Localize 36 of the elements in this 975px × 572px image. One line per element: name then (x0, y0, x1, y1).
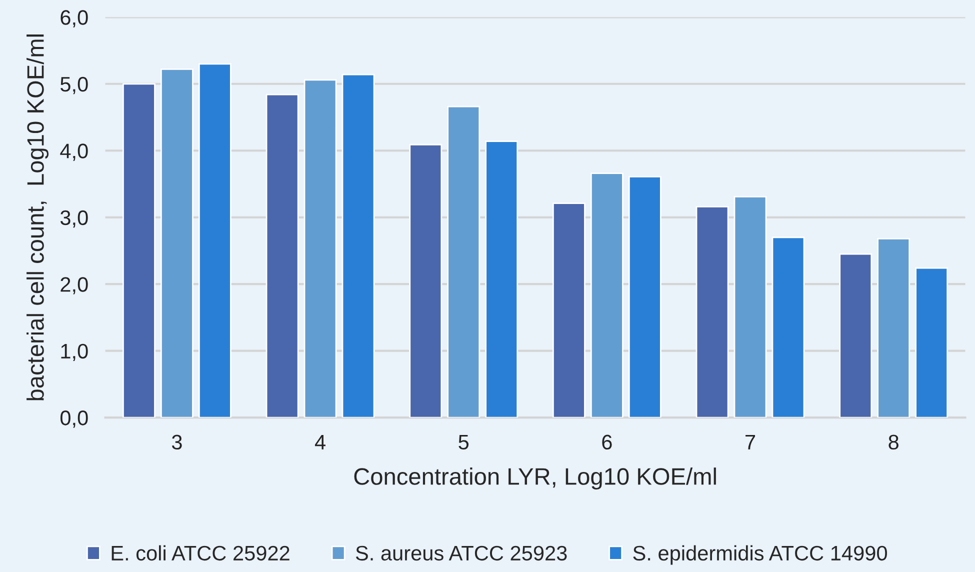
bar (304, 79, 337, 418)
y-tick-label: 1,0 (61, 344, 88, 362)
x-tick-label: 7 (746, 434, 756, 450)
y-tick-label: 4,0 (60, 144, 88, 161)
x-tick-label: 3 (172, 434, 182, 450)
bar (447, 106, 480, 418)
x-tick-label: 5 (458, 434, 469, 450)
bar (552, 202, 586, 418)
bar (485, 140, 518, 418)
x-axis-title: Concentration LYR, Log10 KOE/ml (354, 468, 716, 490)
bar (696, 206, 729, 418)
bar (198, 63, 232, 418)
bar (839, 253, 872, 418)
bar (772, 236, 805, 418)
x-tick-label: 4 (314, 434, 326, 450)
legend-label: S. epidermidis ATCC 14990 (633, 545, 887, 565)
x-tick-label: 8 (888, 434, 898, 450)
bar (409, 144, 442, 418)
bar (628, 176, 662, 418)
bar (734, 196, 767, 418)
legend-label: E. coli ATCC 25922 (112, 545, 290, 561)
bar (160, 68, 194, 418)
bar (122, 83, 156, 418)
x-tick-label: 6 (602, 434, 612, 450)
bar (266, 94, 299, 418)
y-tick-label: 0,0 (60, 410, 88, 428)
bar (590, 172, 624, 418)
y-tick-label: 6,0 (60, 10, 88, 28)
y-tick-label: 5,0 (60, 76, 88, 94)
y-tick-label: 3,0 (60, 210, 88, 228)
bar (915, 267, 948, 418)
y-axis-title: bacterial cell count, Log10 KOE/ml (26, 34, 49, 400)
bar (877, 238, 910, 418)
y-tick-label: 2,0 (60, 277, 88, 294)
legend-label: S. aureus ATCC 25923 (356, 546, 567, 561)
bar (342, 74, 375, 418)
